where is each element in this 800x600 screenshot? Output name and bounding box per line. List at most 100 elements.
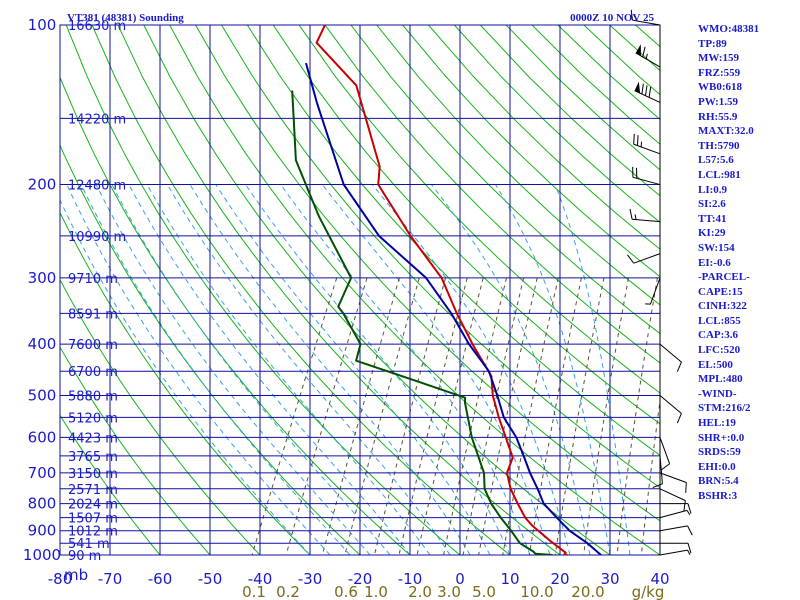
temperature-tick-label: -20	[348, 570, 373, 588]
temperature-tick-label: -60	[148, 570, 173, 588]
height-label: 2024 m	[68, 498, 118, 513]
wind-barb	[659, 509, 691, 519]
moist-adiabat	[111, 184, 391, 555]
mixing-ratio-tick-label: 0.1	[242, 583, 266, 600]
pressure-tick-label: 1000	[23, 546, 61, 564]
pressure-tick-label: 700	[28, 464, 57, 482]
wind-barb	[630, 9, 661, 26]
height-label: 541 m	[68, 537, 110, 552]
index-entry: -PARCEL-	[698, 271, 750, 284]
temperature-tick-label: 20	[550, 570, 569, 588]
index-entry: LFC:520	[698, 344, 741, 357]
temperature-tick-label: -30	[298, 570, 323, 588]
height-label: 1012 m	[68, 525, 118, 540]
index-entry: EI:-0.6	[698, 256, 731, 269]
index-entry: FRZ:559	[698, 66, 741, 79]
wind-barb	[652, 455, 663, 489]
pressure-tick-label: 300	[28, 269, 57, 287]
mixing-ratio-tick-label: 5.0	[472, 583, 496, 600]
pressure-tick-label: 800	[28, 495, 57, 513]
index-entry: SHR+:0.0	[698, 431, 745, 444]
mixing-ratio-lines	[251, 277, 660, 555]
mixing-ratio-tick-label: 2.0	[408, 583, 432, 600]
temperature-tick-label: -40	[248, 570, 273, 588]
pressure-tick-label: 400	[28, 335, 57, 353]
temperature-tick-label: -10	[398, 570, 423, 588]
pressure-unit-label: mb	[64, 566, 88, 584]
index-entry: LCL:981	[698, 168, 741, 181]
index-entry: SW:154	[698, 241, 735, 254]
mixing-ratio-line	[462, 277, 525, 555]
mixing-ratio-line	[478, 277, 538, 555]
mixing-ratio-tick-label: 1.0	[364, 583, 388, 600]
moist-adiabat	[95, 184, 371, 555]
index-entry: KI:29	[698, 227, 726, 240]
moist-adiabats	[60, 184, 631, 555]
mixing-ratio-tick-label: 0.2	[276, 583, 300, 600]
dry-adiabat	[65, 25, 461, 555]
index-entry: -WIND-	[698, 387, 737, 400]
index-entry: STM:216/2	[698, 402, 751, 415]
index-entry: CINH:322	[698, 300, 747, 313]
index-entry: EHI:0.0	[698, 460, 736, 473]
dewpoint-profile-line	[291, 90, 553, 555]
wind-barb	[659, 488, 686, 512]
dry-adiabat	[195, 25, 660, 522]
moist-adiabat	[146, 184, 431, 555]
height-label: 9710 m	[68, 272, 118, 287]
moist-adiabat	[554, 184, 631, 555]
height-label: 3765 m	[68, 450, 118, 465]
wind-barb	[634, 81, 661, 103]
moist-adiabat	[372, 184, 571, 555]
index-entry: MPL:480	[698, 373, 743, 386]
mixing-ratio-line	[416, 277, 484, 555]
pressure-tick-label: 200	[28, 176, 57, 194]
mixing-ratio-tick-label: 10.0	[520, 583, 553, 600]
index-entry: TH:5790	[698, 139, 740, 152]
height-label: 90 m	[68, 549, 101, 564]
pressure-tick-label: 600	[28, 428, 57, 446]
index-entry: TT:41	[698, 212, 727, 225]
index-entry: WB0:618	[698, 81, 742, 94]
height-label: 3150 m	[68, 467, 118, 482]
index-entry: SI:2.6	[698, 198, 726, 211]
mixing-ratio-tick-label: 3.0	[437, 583, 461, 600]
pressure-tick-label: 900	[28, 522, 57, 540]
wind-barb	[635, 44, 661, 68]
temperature-tick-label: 0	[455, 570, 465, 588]
mixing-ratio-line	[583, 277, 629, 555]
profile-series	[291, 25, 602, 555]
index-entry: BSHR:3	[698, 490, 738, 502]
temperature-tick-label: 10	[500, 570, 519, 588]
indices-panel: WMO:48381 TP:89 MW:159 FRZ:559 WB0:618 PW:1.5…	[698, 22, 798, 504]
index-entry: L57:5.6	[698, 154, 734, 167]
wind-barb	[659, 343, 682, 372]
mixing-ratio-line	[373, 277, 446, 555]
temperature-tick-label: -80	[48, 570, 73, 588]
temperature-tick-label: -50	[198, 570, 223, 588]
moist-adiabat	[128, 184, 411, 555]
wind-barb	[659, 525, 693, 536]
index-entry: MW:159	[698, 52, 739, 65]
height-label: 5880 m	[68, 389, 118, 404]
height-label: 1507 m	[68, 512, 118, 527]
chart-time: 0000Z 10 NOV 25	[570, 12, 654, 24]
mixing-ratio-line	[251, 277, 338, 555]
parcel-profile-line	[305, 62, 602, 555]
index-entry: LCL:855	[698, 314, 741, 327]
chart-title: VT381 (48381) Sounding	[67, 12, 184, 24]
grid	[59, 24, 661, 556]
index-entry: TP:89	[698, 37, 727, 50]
height-label: 8591 m	[68, 307, 118, 322]
temperature-tick-label: 30	[600, 570, 619, 588]
height-label: 4423 m	[68, 431, 118, 446]
height-label: 6700 m	[68, 365, 118, 380]
temperature-tick-label: -70	[98, 570, 123, 588]
index-entry: SRDS:59	[698, 446, 741, 459]
temperature-tick-label: 40	[650, 570, 669, 588]
dry-adiabat	[60, 144, 361, 555]
moist-adiabat	[280, 184, 531, 555]
wind-barb	[660, 503, 692, 514]
dry-adiabat	[221, 25, 660, 489]
wind-barb	[659, 549, 691, 556]
